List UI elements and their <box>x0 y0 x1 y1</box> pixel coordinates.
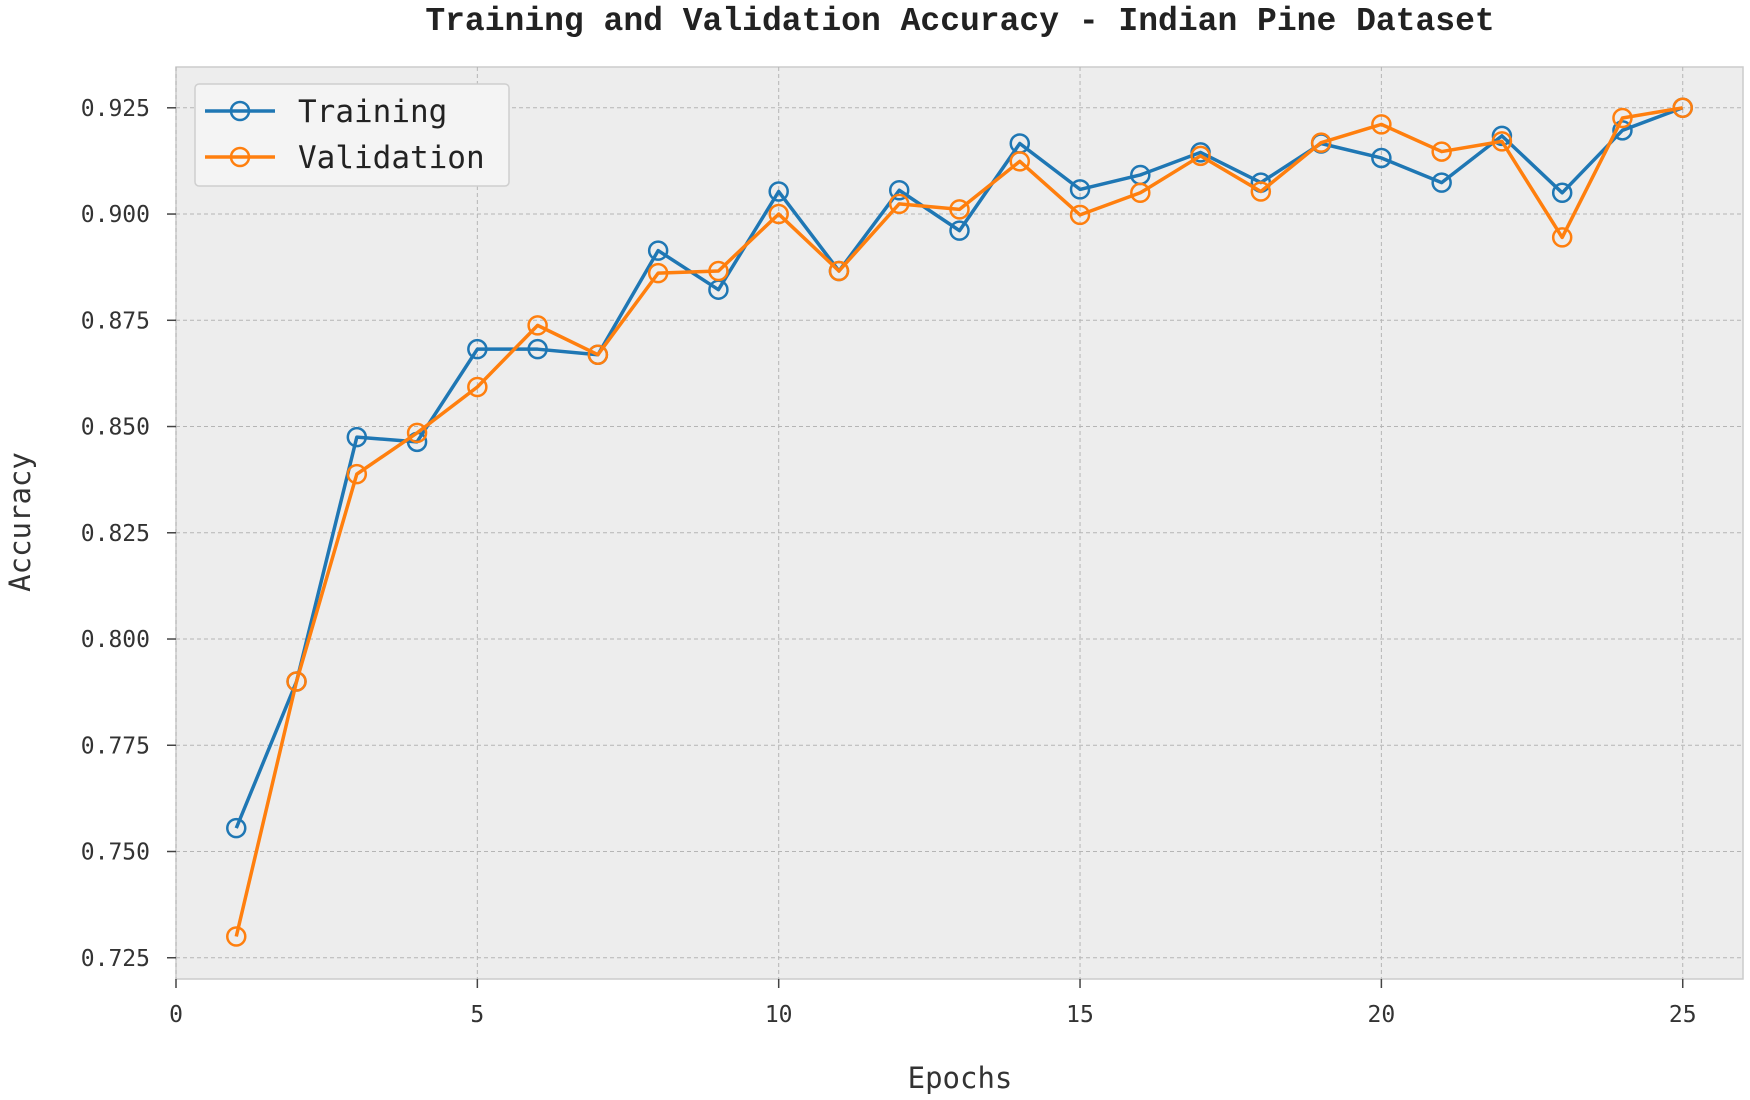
validation-point <box>587 344 609 365</box>
y-tick-label: 0.775 <box>81 733 150 759</box>
x-tick-label: 10 <box>765 1002 793 1028</box>
validation-point <box>1551 227 1573 248</box>
legend: Training Validation <box>194 83 510 187</box>
training-point <box>888 179 910 201</box>
validation-point <box>1009 151 1031 172</box>
training-point <box>1069 179 1091 200</box>
y-axis-label: Accuracy <box>3 452 37 592</box>
training-point <box>647 240 669 261</box>
validation-point <box>527 315 548 336</box>
training-point <box>346 426 368 448</box>
x-tick-label: 15 <box>1066 1002 1094 1028</box>
training-line <box>234 106 1684 829</box>
training-point <box>527 338 548 360</box>
y-tick-label: 0.825 <box>81 521 150 547</box>
y-tick-label: 0.875 <box>81 308 150 334</box>
training-point <box>1551 182 1573 204</box>
validation-point <box>888 193 910 215</box>
validation-point <box>949 199 970 220</box>
validation-point <box>467 376 488 398</box>
x-tick-label: 25 <box>1669 1002 1697 1028</box>
y-tick-label: 0.750 <box>81 840 150 866</box>
y-tick-label: 0.725 <box>81 946 150 972</box>
ticks: 0 5 10 15 20 25 0.725 0.750 0.775 0.800 0.825 0.850… <box>81 96 1697 1028</box>
validation-point <box>286 671 307 692</box>
series <box>226 97 1693 947</box>
legend-label-training: Training <box>298 94 447 130</box>
validation-point <box>1310 132 1332 153</box>
x-axis-label: Epochs <box>908 1061 1013 1095</box>
series-validation <box>226 97 1693 947</box>
validation-point <box>708 260 729 282</box>
legend-marker-training <box>229 100 251 122</box>
validation-point <box>346 463 368 485</box>
plot-area <box>175 66 1744 980</box>
validation-point <box>1371 114 1392 135</box>
validation-point <box>1069 204 1091 226</box>
validation-point <box>226 926 247 947</box>
validation-point <box>1491 131 1513 152</box>
legend-label-validation: Validation <box>298 140 485 176</box>
y-tick-label: 0.925 <box>81 96 150 122</box>
validation-line <box>234 106 1684 937</box>
training-point <box>226 817 247 839</box>
chart-title: Training and Validation Accuracy - India… <box>425 3 1494 40</box>
training-point <box>768 181 789 202</box>
validation-point <box>1431 141 1452 162</box>
x-tick-label: 20 <box>1368 1002 1396 1028</box>
validation-point <box>1672 97 1693 119</box>
validation-point <box>406 422 428 444</box>
validation-point <box>1250 181 1272 202</box>
y-tick-label: 0.800 <box>81 627 150 653</box>
y-tick-label: 0.850 <box>81 415 150 441</box>
training-point <box>1491 125 1513 147</box>
validation-point <box>1130 182 1151 204</box>
training-point <box>467 338 488 360</box>
validation-point <box>828 260 850 282</box>
validation-point <box>768 203 789 225</box>
validation-point <box>1612 107 1633 129</box>
y-tick-label: 0.900 <box>81 202 150 228</box>
validation-point <box>647 262 669 284</box>
training-point <box>1371 147 1392 169</box>
x-tick-label: 0 <box>169 1002 183 1028</box>
training-point <box>1431 172 1452 193</box>
legend-marker-validation <box>229 146 251 168</box>
validation-point <box>1190 145 1211 167</box>
training-point <box>949 220 970 241</box>
grid <box>175 67 1743 979</box>
x-tick-label: 5 <box>470 1002 484 1028</box>
